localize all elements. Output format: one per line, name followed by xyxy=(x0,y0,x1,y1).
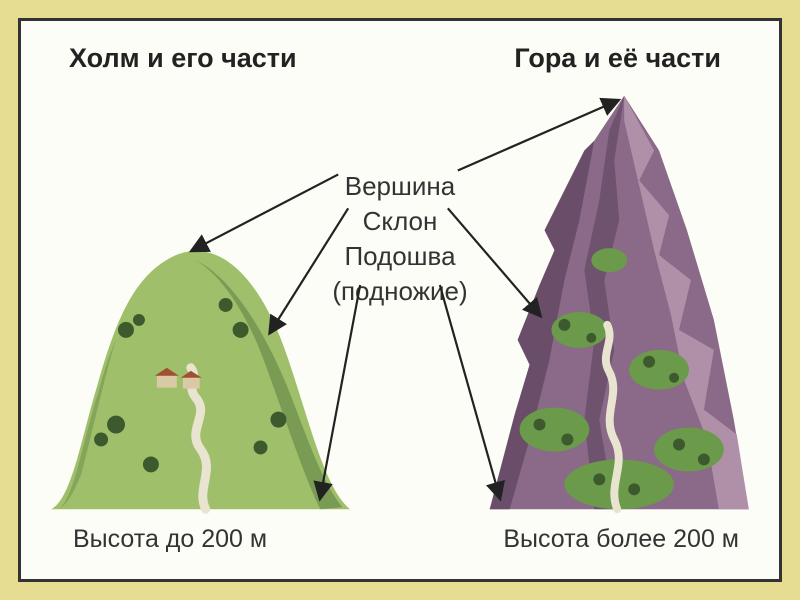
hill-shadow-left xyxy=(61,340,116,507)
caption-hill-height: Высота до 200 м xyxy=(73,525,267,554)
mountain-bush xyxy=(534,419,546,431)
mountain-bush xyxy=(673,439,685,451)
mountain-right-light xyxy=(624,96,749,510)
title-mountain: Гора и её части xyxy=(514,43,721,74)
mountain-graphic xyxy=(490,96,749,510)
arrow-foot-to-mountain xyxy=(440,285,500,497)
hill-bush xyxy=(133,314,145,326)
mountain-bush xyxy=(669,373,679,383)
caption-mountain-height: Высота более 200 м xyxy=(503,525,739,554)
mountain-veg xyxy=(629,350,689,390)
mountain-bush xyxy=(558,319,570,331)
mountain-veg xyxy=(591,248,627,272)
hill-bush xyxy=(107,416,125,434)
mountain-path xyxy=(606,325,619,509)
hill-bush xyxy=(270,412,286,428)
outer-frame: Холм и его части Гора и её части Вершина… xyxy=(0,0,800,600)
arrow-foot-to-hill xyxy=(320,285,360,497)
hill-body xyxy=(51,251,350,509)
hill-bush xyxy=(254,440,268,454)
hill-bush xyxy=(219,298,233,312)
inner-panel: Холм и его части Гора и её части Вершина… xyxy=(18,18,782,582)
mountain-bush xyxy=(643,356,655,368)
mountain-veg xyxy=(654,428,724,472)
title-hill: Холм и его части xyxy=(69,43,297,74)
hill-bush xyxy=(118,322,134,338)
mountain-bush xyxy=(593,473,605,485)
label-foot-paren: (подножие) xyxy=(332,274,467,309)
hill-house-1-roof xyxy=(155,368,179,376)
hill-house-2-roof xyxy=(181,371,202,378)
mountain-crevice xyxy=(584,96,624,510)
hill-bush xyxy=(94,433,108,447)
hill-path xyxy=(191,368,207,509)
hill-graphic xyxy=(51,251,350,509)
mountain-left-dark xyxy=(490,141,595,510)
label-peak: Вершина xyxy=(332,169,467,204)
mountain-bush xyxy=(628,483,640,495)
mountain-veg xyxy=(520,408,590,452)
hill-house-2 xyxy=(183,378,200,389)
hill-house-1 xyxy=(157,376,177,388)
hill-bush xyxy=(233,322,249,338)
mountain-bush xyxy=(698,453,710,465)
hill-shadow xyxy=(196,260,342,509)
mountain-veg xyxy=(551,312,607,348)
label-foot: Подошва xyxy=(332,239,467,274)
mountain-bush xyxy=(586,333,596,343)
mountain-veg xyxy=(564,459,674,509)
arrow-peak-to-mountain xyxy=(458,101,617,171)
hill-bush xyxy=(143,456,159,472)
arrow-peak-to-hill xyxy=(193,174,338,250)
center-labels: Вершина Склон Подошва (подножие) xyxy=(332,169,467,309)
label-slope: Склон xyxy=(332,204,467,239)
mountain-bush xyxy=(561,434,573,446)
mountain-back xyxy=(490,96,749,510)
